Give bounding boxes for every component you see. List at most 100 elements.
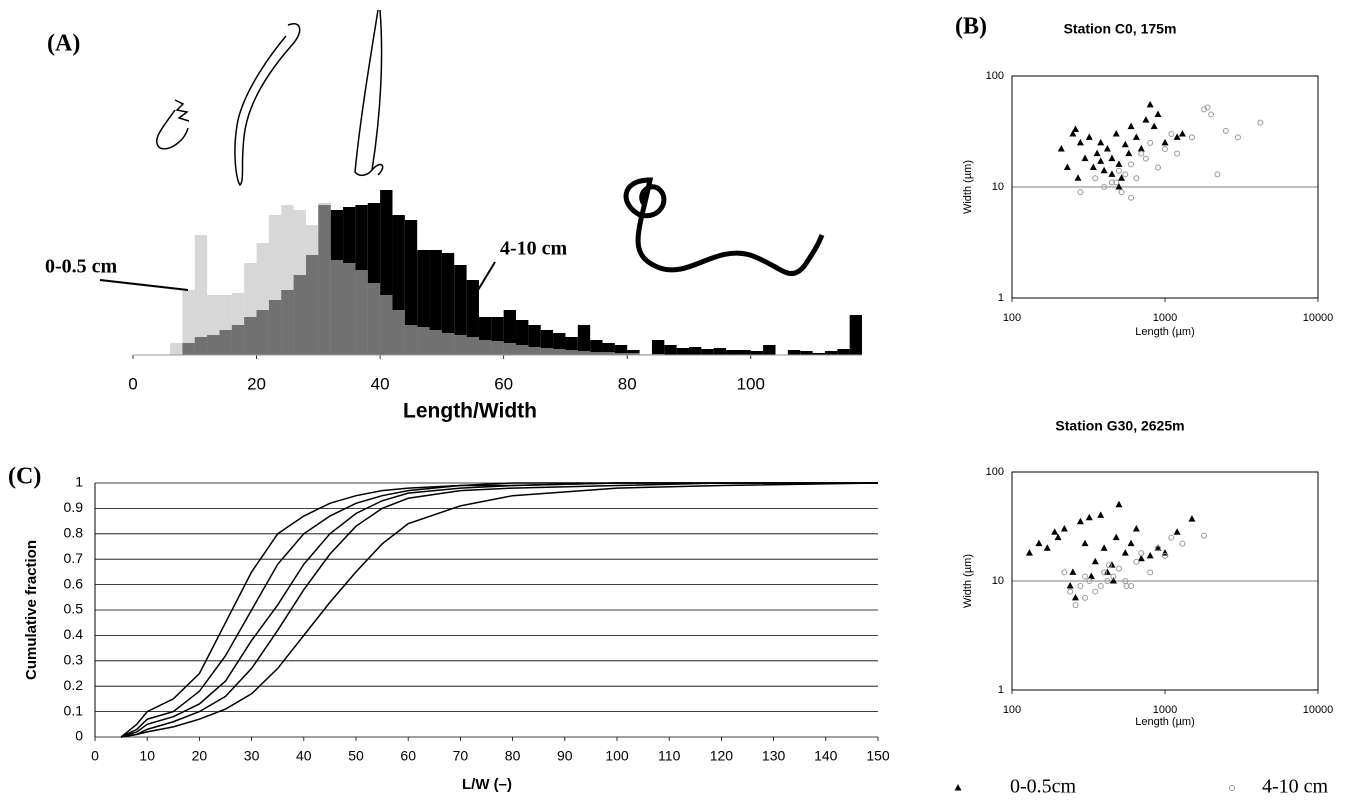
x-tick-label: 50	[348, 748, 364, 764]
histogram-bar	[577, 351, 591, 355]
x-axis-label: L/W (–)	[462, 776, 512, 793]
scatter-point	[1179, 540, 1186, 547]
x-tick-label: 110	[658, 748, 681, 764]
x-tick-label: 80	[618, 374, 637, 393]
scatter-point	[1103, 568, 1111, 575]
x-tick-label: 0	[91, 748, 99, 764]
panel-label: (A)	[47, 31, 80, 57]
nematode-drawing	[371, 163, 384, 176]
histogram-bar	[602, 352, 615, 355]
histogram-bar	[256, 243, 269, 355]
histogram-bar	[404, 325, 418, 355]
y-tick-label: 10	[992, 575, 1004, 587]
histogram-bar	[404, 220, 418, 355]
scatter-point	[1081, 594, 1088, 601]
histogram-bar	[800, 351, 813, 355]
y-tick-label: 1	[998, 684, 1004, 696]
histogram-bar	[750, 351, 764, 355]
nematode-drawings	[155, 9, 825, 277]
scatter-point	[1133, 558, 1140, 565]
histogram-bar	[343, 263, 356, 355]
histogram-bar	[812, 353, 825, 355]
scatter-point	[1066, 581, 1074, 589]
x-tick-label: 100	[737, 374, 765, 393]
scatter-point	[1174, 150, 1181, 157]
y-tick-label: 0	[75, 728, 83, 744]
x-axis-label: Length/Width	[403, 400, 537, 423]
scatter-point	[1069, 130, 1077, 137]
histogram-bar	[713, 348, 727, 355]
scatter-point	[1132, 133, 1140, 140]
x-tick-label: 40	[371, 374, 390, 393]
scatter-point	[1085, 133, 1093, 140]
histogram-bar	[528, 347, 541, 355]
y-tick-label: 0.9	[64, 499, 84, 515]
scatter-point	[1154, 545, 1161, 552]
scatter-point	[1071, 125, 1079, 132]
histogram-bar	[590, 340, 603, 355]
scatter-point	[1123, 582, 1130, 589]
scatter-point	[1043, 544, 1051, 551]
scatter-point	[1100, 166, 1108, 174]
histogram-bar	[478, 340, 492, 355]
y-tick-label: 0.5	[64, 601, 84, 617]
scatter-point	[1257, 119, 1264, 126]
x-tick-label: 60	[400, 748, 416, 764]
y-tick-label: 100	[986, 70, 1004, 82]
histogram-bar	[824, 351, 838, 355]
histogram-bar	[676, 348, 690, 355]
histogram-bar	[553, 349, 566, 355]
chart: (C) L/W (–) Cumulative fraction 0 0.1 0.2 0.3 0…	[8, 464, 890, 793]
scatter-point	[1147, 139, 1154, 146]
histogram-bar	[268, 215, 282, 355]
scatter-point	[1118, 189, 1125, 196]
annotation-line	[474, 261, 496, 296]
histogram-bar	[849, 315, 862, 355]
panel-label: (C)	[8, 464, 41, 490]
scatter-point	[1086, 578, 1093, 584]
scatter-point	[1108, 170, 1116, 177]
histogram-bar	[355, 270, 368, 355]
y-tick-label: 1	[998, 292, 1004, 304]
scatter-point	[1108, 154, 1116, 162]
scatter-point	[1051, 528, 1059, 535]
histogram-bar	[219, 295, 232, 355]
scatter-point	[1077, 189, 1084, 196]
scatter-point	[1161, 138, 1169, 146]
scatter-point	[1142, 116, 1150, 123]
scatter-point	[1162, 145, 1168, 152]
x-tick-label: 10000	[1303, 704, 1334, 716]
y-axis-label: Width (µm)	[962, 554, 974, 608]
histogram-bar	[466, 280, 479, 355]
scatter-point	[1188, 134, 1195, 141]
x-tick-label: 1000	[1153, 704, 1177, 716]
scatter-point	[1072, 602, 1079, 609]
scatter-point	[1093, 149, 1101, 157]
y-axis-label: Width (µm)	[962, 160, 974, 214]
scatter-point	[1054, 533, 1062, 541]
scatter-point	[1125, 149, 1133, 157]
x-tick-label: 1000	[1153, 312, 1177, 324]
y-tick-label: 0.8	[64, 525, 84, 541]
x-tick-label: 90	[557, 748, 573, 764]
histogram-bar	[330, 260, 344, 355]
histogram-bar	[577, 325, 591, 355]
histogram-bar	[689, 347, 702, 355]
scatter-point	[1234, 134, 1241, 141]
scatter-point	[1137, 144, 1145, 152]
cumulative-line	[120, 482, 879, 738]
x-tick-label: 100	[605, 748, 629, 764]
scatter-point	[1060, 524, 1068, 532]
histogram-bar	[293, 210, 306, 355]
scatter-point	[1133, 175, 1140, 182]
nematode-drawing	[354, 9, 383, 177]
histogram-bar	[318, 203, 331, 355]
scatter-point	[1154, 110, 1162, 117]
scatter-point	[1067, 588, 1074, 595]
scatter-point	[1146, 551, 1154, 559]
scatter-point	[1101, 184, 1108, 190]
scatter-point	[1201, 532, 1208, 539]
histogram-bar	[627, 350, 640, 355]
scatter-point	[1115, 565, 1122, 572]
histogram-bar	[837, 349, 850, 355]
